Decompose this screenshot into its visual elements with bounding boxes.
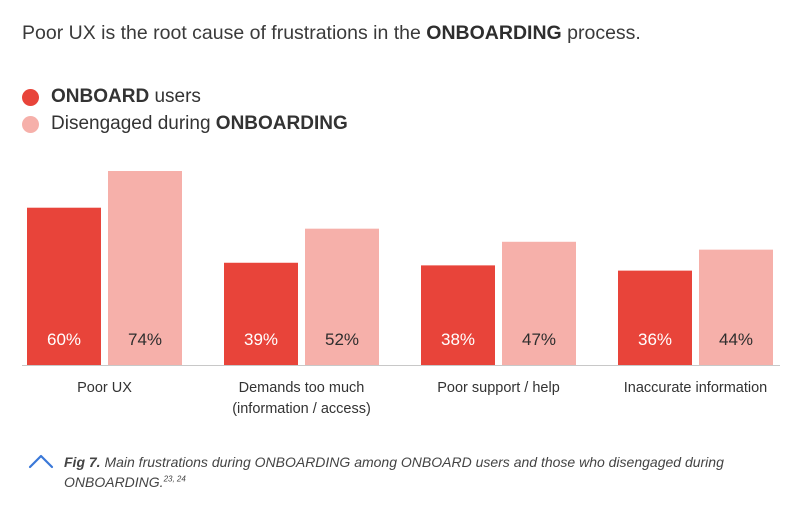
bar-disengaged-0 [108,171,182,365]
bar-label-onboard-3: 36% [638,330,672,349]
bar-label-onboard-2: 38% [441,330,475,349]
bar-onboard-0 [27,207,101,365]
category-label-2: Poor support / help [437,380,560,396]
legend-item-disengaged: Disengaged during ONBOARDING [22,111,348,137]
legend-item-onboard-users: ONBOARD users [22,84,348,110]
chart-title: Poor UX is the root cause of frustration… [22,22,641,45]
bar-label-disengaged-2: 47% [522,330,556,349]
title-prefix: Poor UX is the root cause of frustration… [22,22,427,44]
bar-onboard-2 [421,265,495,365]
legend-swatch-disengaged [22,115,39,133]
bar-chart: 60% 74% Poor UX 39% 52% Demands too much (info… [22,171,780,417]
category-label-1-line-0: Demands too much [239,380,365,396]
bar-label-onboard-0: 60% [47,330,81,349]
legend-label-disengaged-text: Disengaged during [51,113,216,134]
caption-refs: 23, 24 [163,474,186,484]
legend-label-onboard-bold: ONBOARD [51,86,150,107]
title-bold: ONBOARDING [426,22,562,44]
legend-swatch-onboard [22,88,39,106]
legend-label-disengaged-bold: ONBOARDING [215,113,348,134]
caption-fig-label: Fig 7. [64,454,101,470]
bar-label-disengaged-1: 52% [325,330,359,349]
figure-caption: Fig 7. Main frustrations during ONBOARDI… [64,452,780,492]
chevron-up-icon [28,454,54,469]
legend-label-disengaged: Disengaged during ONBOARDING [51,113,348,135]
legend-label-onboard-text: users [149,86,201,107]
legend: ONBOARD users Disengaged during ONBOARDI… [22,84,348,138]
bar-disengaged-3 [699,249,773,365]
caption-text: Main frustrations during ONBOARDING amon… [64,454,724,490]
bar-label-disengaged-3: 44% [719,330,753,349]
title-suffix: process. [561,22,641,44]
bar-label-disengaged-0: 74% [128,330,162,349]
bar-label-onboard-1: 39% [244,330,278,349]
legend-label-onboard: ONBOARD users [51,86,201,108]
category-label-1-line-1: (information / access) [232,401,371,417]
bar-onboard-3 [618,270,692,365]
category-label-0: Poor UX [77,380,132,396]
bar-disengaged-1 [305,228,379,365]
category-label-3: Inaccurate information [624,380,767,396]
bar-onboard-1 [224,262,298,365]
bar-disengaged-2 [502,241,576,365]
